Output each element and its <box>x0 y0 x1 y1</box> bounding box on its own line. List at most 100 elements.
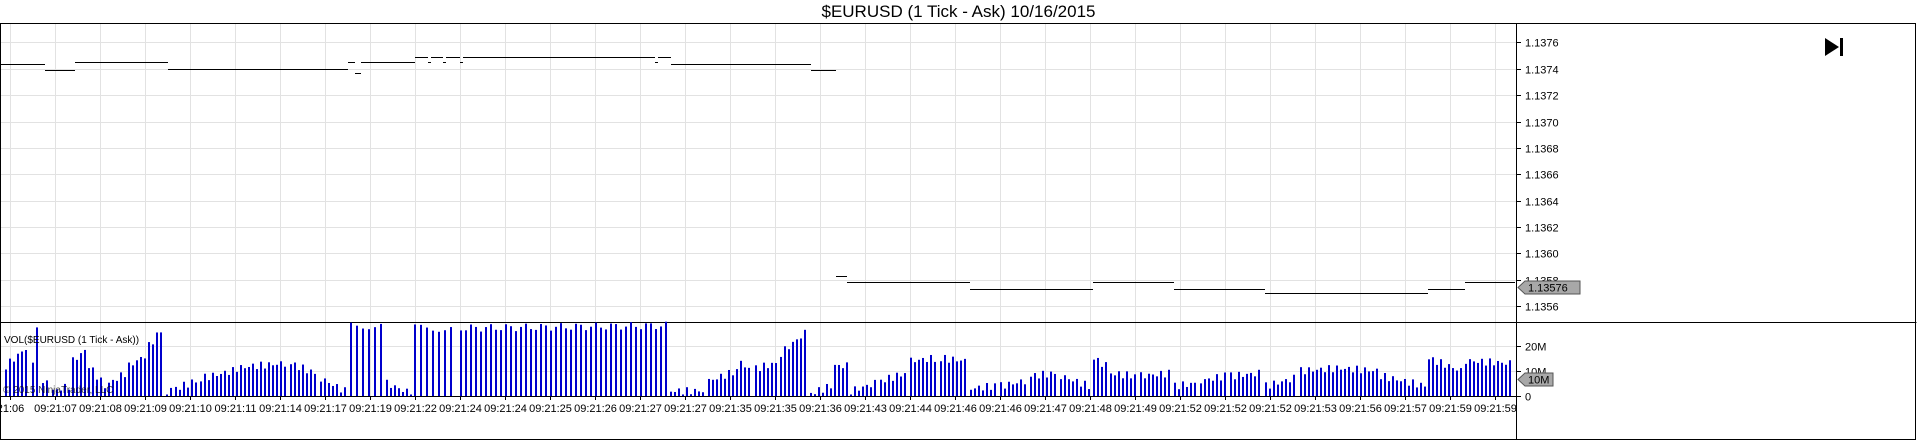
time-tick-label: 09:21:24 <box>484 403 527 415</box>
volume-bar <box>112 379 114 396</box>
play-to-end-icon[interactable] <box>1825 38 1839 56</box>
volume-bar <box>1332 372 1334 396</box>
volume-bar <box>402 391 404 396</box>
volume-bar <box>858 390 860 396</box>
time-tick-label: 09:21:25 <box>529 403 572 415</box>
volume-bar <box>1220 380 1222 396</box>
volume-bar <box>682 394 684 396</box>
volume-bar <box>1273 380 1275 396</box>
volume-bar <box>874 379 876 396</box>
volume-bar <box>736 369 738 396</box>
volume-bar <box>775 363 777 396</box>
volume-bar <box>1101 366 1103 396</box>
volume-bar <box>655 329 657 396</box>
volume-bar <box>610 323 612 396</box>
price-tick-label: 1.1370 <box>1525 118 1559 130</box>
volume-bar <box>792 341 794 396</box>
price-grid <box>1 24 1516 322</box>
volume-bar <box>191 379 193 396</box>
volume-bar <box>964 358 966 396</box>
price-tick-label: 1.1368 <box>1525 144 1559 156</box>
volume-bar <box>1088 389 1090 396</box>
volume-panel-title: VOL($EURUSD (1 Tick - Ask)) <box>4 335 139 346</box>
volume-bar <box>918 359 920 396</box>
volume-bar <box>1224 372 1226 396</box>
volume-bar <box>1105 362 1107 396</box>
volume-bar <box>332 385 334 396</box>
volume-bar <box>1182 381 1184 396</box>
volume-bar <box>1440 359 1442 396</box>
volume-bar <box>228 374 230 396</box>
volume-bar <box>276 364 278 396</box>
volume-bar <box>1054 373 1056 396</box>
volume-bar <box>540 323 542 396</box>
volume-bar <box>32 362 34 396</box>
volume-bar <box>904 373 906 396</box>
price-tick-label: 1.1372 <box>1525 91 1559 103</box>
volume-bar <box>260 361 262 396</box>
volume-bar <box>175 386 177 396</box>
volume-bar <box>25 350 27 396</box>
volume-bar <box>1004 388 1006 396</box>
volume-bar <box>444 330 446 396</box>
time-tick-label: 09:21:07 <box>34 403 77 415</box>
volume-bar <box>854 386 856 396</box>
volume-bar <box>1030 376 1032 396</box>
volume-bar <box>1408 385 1410 396</box>
copyright-notice: © 2015 NinjaTrader, LLC <box>3 385 113 396</box>
volume-bar <box>830 388 832 396</box>
volume-bar <box>362 328 364 396</box>
scroll-to-end-button[interactable] <box>1820 35 1846 59</box>
volume-bar <box>1293 374 1295 396</box>
volume-bar <box>148 342 150 396</box>
volume-bar <box>1364 367 1366 396</box>
volume-bar <box>1360 373 1362 396</box>
volume-bar <box>1300 367 1302 396</box>
volume-bar <box>1505 364 1507 396</box>
volume-bar <box>1160 370 1162 396</box>
volume-bar <box>530 329 532 396</box>
volume-bar <box>475 326 477 396</box>
volume-bar <box>888 374 890 396</box>
volume-bar <box>1242 376 1244 396</box>
volume-bar <box>340 392 342 396</box>
volume-bar <box>796 339 798 396</box>
volume-bar <box>374 327 376 396</box>
volume-bar <box>515 331 517 396</box>
price-tick-label: 1.1366 <box>1525 170 1559 182</box>
volume-bar <box>1178 389 1180 396</box>
volume-bar <box>328 382 330 396</box>
volume-bar <box>678 388 680 396</box>
volume-bar <box>804 329 806 396</box>
volume-bar <box>625 326 627 396</box>
volume-bar <box>272 365 274 396</box>
volume-bar <box>42 383 44 396</box>
volume-bar <box>314 373 316 396</box>
volume-bar <box>1269 388 1271 396</box>
volume-bar <box>1352 372 1354 396</box>
volume-bar <box>200 381 202 396</box>
volume-bar <box>712 379 714 396</box>
volume-bar <box>1126 371 1128 396</box>
time-tick-label: 09:21:46 <box>979 403 1022 415</box>
time-tick-label: 09:21:44 <box>889 403 932 415</box>
volume-bar <box>1064 375 1066 396</box>
play-to-end-icon-bar[interactable] <box>1840 38 1843 56</box>
volume-bar <box>1396 380 1398 396</box>
volume-bar <box>1308 367 1310 396</box>
volume-bar <box>846 362 848 396</box>
volume-bar <box>1140 372 1142 396</box>
volume-bar <box>92 367 94 396</box>
volume-bar <box>256 369 258 396</box>
volume-bar <box>1080 386 1082 396</box>
volume-bar <box>136 360 138 396</box>
volume-bar <box>152 344 154 396</box>
volume-bar <box>1152 374 1154 396</box>
volume-bar <box>224 370 226 396</box>
volume-bar <box>982 390 984 396</box>
volume-bar <box>104 388 106 396</box>
volume-bar <box>204 373 206 396</box>
last-price-badge-shape <box>1517 280 1581 295</box>
volume-bar <box>100 377 102 396</box>
